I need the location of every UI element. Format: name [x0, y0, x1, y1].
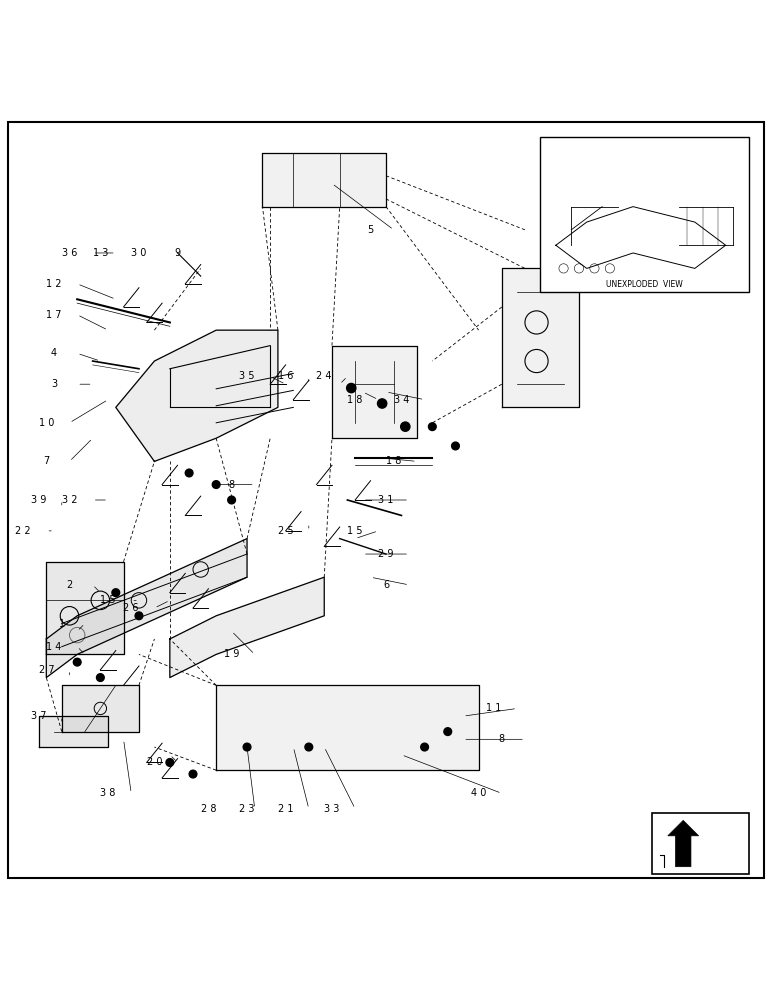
Polygon shape	[668, 820, 699, 867]
Text: 3 8: 3 8	[100, 788, 116, 798]
Polygon shape	[332, 346, 417, 438]
Text: 2 5: 2 5	[278, 526, 293, 536]
Text: 3 5: 3 5	[239, 371, 255, 381]
Circle shape	[444, 728, 452, 735]
Circle shape	[228, 496, 235, 504]
Text: 3 2: 3 2	[62, 495, 77, 505]
Text: 2 4: 2 4	[317, 371, 332, 381]
Text: 2 2: 2 2	[15, 526, 31, 536]
Circle shape	[166, 759, 174, 766]
Circle shape	[96, 674, 104, 681]
Text: 7: 7	[43, 456, 49, 466]
Text: 3 9: 3 9	[31, 495, 46, 505]
Text: 1 0: 1 0	[39, 418, 54, 428]
Circle shape	[452, 442, 459, 450]
Text: 8: 8	[499, 734, 505, 744]
Text: 3 6: 3 6	[62, 248, 77, 258]
Text: 9: 9	[174, 248, 181, 258]
Polygon shape	[46, 539, 247, 678]
Text: 1 2: 1 2	[46, 279, 62, 289]
Text: 1 1: 1 1	[486, 703, 502, 713]
Text: 1 8: 1 8	[347, 395, 363, 405]
Circle shape	[347, 383, 356, 393]
Text: 3 4: 3 4	[394, 395, 409, 405]
Text: 4: 4	[51, 348, 57, 358]
Text: 1 8: 1 8	[386, 456, 401, 466]
Text: 2 0: 2 0	[147, 757, 162, 767]
Bar	[540, 137, 749, 292]
Circle shape	[401, 422, 410, 431]
Text: 2 3: 2 3	[239, 804, 255, 814]
Text: 2 8: 2 8	[201, 804, 216, 814]
Text: 8: 8	[229, 480, 235, 490]
Circle shape	[189, 770, 197, 778]
Circle shape	[378, 399, 387, 408]
Circle shape	[185, 469, 193, 477]
Text: 3 7: 3 7	[31, 711, 46, 721]
Polygon shape	[170, 577, 324, 678]
Circle shape	[428, 423, 436, 431]
Text: 5: 5	[367, 225, 374, 235]
Text: 1 3: 1 3	[93, 248, 108, 258]
Circle shape	[243, 743, 251, 751]
Text: 2 7: 2 7	[39, 665, 54, 675]
Polygon shape	[216, 685, 479, 770]
Polygon shape	[39, 716, 108, 747]
Text: 1 7: 1 7	[46, 310, 62, 320]
Circle shape	[212, 481, 220, 488]
Polygon shape	[116, 330, 278, 461]
Text: UNEXPLODED  VIEW: UNEXPLODED VIEW	[606, 280, 683, 289]
Text: 3: 3	[51, 379, 57, 389]
Text: 1 4: 1 4	[46, 642, 62, 652]
Text: 2: 2	[66, 580, 73, 590]
Polygon shape	[502, 268, 579, 407]
Text: 3 3: 3 3	[324, 804, 340, 814]
Polygon shape	[62, 685, 139, 732]
Text: 2 6: 2 6	[124, 603, 139, 613]
Text: 1 6: 1 6	[278, 371, 293, 381]
Text: 1 5: 1 5	[100, 595, 116, 605]
Text: 2 9: 2 9	[378, 549, 394, 559]
Circle shape	[305, 743, 313, 751]
Text: 6: 6	[383, 580, 389, 590]
Text: 2 1: 2 1	[278, 804, 293, 814]
Polygon shape	[262, 153, 386, 207]
Circle shape	[135, 612, 143, 620]
Circle shape	[73, 658, 81, 666]
Text: 1 5: 1 5	[347, 526, 363, 536]
Circle shape	[421, 743, 428, 751]
Text: 3 1: 3 1	[378, 495, 394, 505]
Polygon shape	[46, 562, 124, 654]
Text: 1: 1	[59, 619, 65, 629]
Text: 3 0: 3 0	[131, 248, 147, 258]
Circle shape	[112, 589, 120, 596]
Bar	[652, 813, 749, 874]
Text: 4 0: 4 0	[471, 788, 486, 798]
Text: 1 9: 1 9	[224, 649, 239, 659]
